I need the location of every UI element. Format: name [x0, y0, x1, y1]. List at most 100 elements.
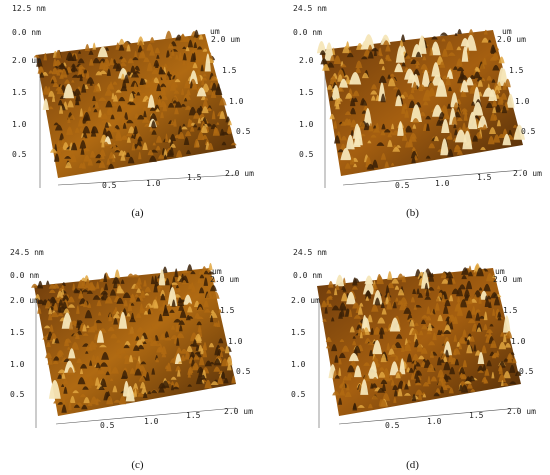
surface-grain-large — [430, 41, 441, 56]
surface-grain — [414, 322, 419, 326]
surface-grain — [410, 373, 415, 380]
surface-grain — [445, 76, 451, 86]
surface-grain — [162, 103, 168, 112]
surface-grain — [89, 150, 96, 158]
surface-grain — [99, 378, 107, 387]
surface-grain — [375, 122, 380, 130]
surface-grain — [428, 143, 436, 149]
surface-grain — [404, 344, 412, 352]
surface-grain — [82, 386, 89, 390]
surface-grain — [490, 46, 497, 54]
surface-grain — [319, 50, 326, 55]
surface-grain — [422, 56, 427, 61]
surface-grain — [458, 343, 463, 350]
surface-grain — [99, 362, 108, 367]
surface-grain — [82, 333, 89, 336]
surface-grain — [108, 152, 115, 159]
surface-grain — [99, 344, 107, 348]
surface-grain — [338, 397, 343, 405]
surface-grain — [500, 379, 504, 386]
surface-grain — [380, 302, 385, 308]
surface-grain — [132, 332, 137, 339]
surface-grain — [359, 302, 364, 307]
surface-grain — [153, 77, 160, 83]
surface-base — [321, 30, 523, 176]
surface-grain — [338, 352, 346, 358]
surface-grain — [202, 77, 208, 81]
surface-grain — [155, 357, 159, 363]
surface-grain — [445, 271, 454, 279]
y-left-tick: 1.0 — [12, 120, 27, 129]
surface-grain — [56, 147, 62, 155]
surface-grain — [193, 138, 200, 148]
surface-grain — [61, 138, 66, 145]
surface-grain — [485, 102, 493, 108]
surface-grain — [184, 105, 192, 110]
surface-grain — [124, 103, 130, 107]
surface-grain — [467, 319, 476, 324]
surface-grain — [187, 306, 193, 313]
surface-grain — [93, 108, 98, 113]
surface-grain — [176, 347, 182, 354]
surface-grain — [118, 44, 125, 51]
surface-grain — [127, 58, 134, 64]
y-left-tick: 1.5 — [291, 328, 306, 337]
surface-grain — [367, 314, 373, 323]
surface-grain — [418, 355, 425, 360]
surface-grain — [387, 74, 391, 79]
surface-grain — [493, 134, 501, 143]
surface-grain — [112, 157, 116, 162]
surface-grain — [84, 310, 93, 319]
surface-grain — [429, 312, 434, 315]
surface-grain-large — [97, 46, 108, 58]
surface-grain — [79, 127, 84, 132]
surface-grain — [148, 155, 157, 162]
surface-grain — [128, 326, 135, 335]
surface-grain — [210, 276, 216, 283]
surface-grain — [186, 89, 191, 96]
surface-grain — [203, 309, 211, 313]
surface-grain — [412, 124, 417, 129]
surface-grain — [129, 367, 136, 374]
surface-grain — [409, 319, 415, 327]
surface-grain — [490, 292, 499, 299]
surface-grain — [67, 296, 75, 303]
surface-grain — [67, 367, 75, 375]
surface-grain — [389, 73, 395, 77]
surface-grain — [392, 147, 401, 152]
surface-grain — [338, 391, 346, 396]
surface-grain — [401, 345, 405, 352]
surface-grain-large — [367, 365, 379, 379]
surface-grain — [178, 131, 185, 139]
surface-grain — [447, 275, 453, 285]
surface-grain — [178, 52, 183, 61]
surface-grain — [196, 336, 202, 343]
surface-grain — [196, 316, 204, 319]
surface-grain — [367, 51, 374, 59]
surface-grain — [196, 321, 202, 326]
surface-grain — [221, 141, 227, 146]
surface-grain — [81, 404, 88, 410]
surface-grain — [404, 393, 411, 396]
surface-grain — [360, 121, 366, 129]
surface-grain — [76, 305, 80, 314]
surface-grain — [175, 54, 179, 60]
surface-grain — [371, 95, 376, 101]
surface-grain — [181, 126, 188, 130]
surface-grain — [411, 328, 419, 335]
surface-grain — [447, 148, 454, 157]
surface-grain — [218, 308, 222, 313]
surface-grain — [345, 92, 353, 99]
surface-grain — [114, 150, 121, 153]
surface-grain — [63, 386, 68, 394]
surface-grain — [202, 341, 208, 351]
surface-grain — [87, 326, 96, 333]
surface-grain — [131, 274, 140, 278]
surface-grain — [413, 304, 417, 310]
surface-grain — [492, 354, 497, 359]
surface-grain — [82, 132, 88, 139]
surface-grain-large — [158, 269, 166, 286]
surface-grain — [97, 124, 104, 131]
surface-grain — [129, 294, 136, 303]
surface-grain — [191, 285, 196, 293]
